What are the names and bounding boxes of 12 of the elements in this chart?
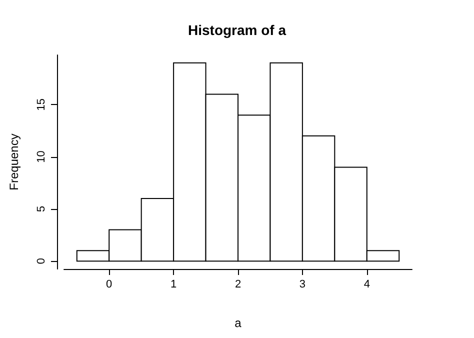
x-tick-label: 2 — [234, 278, 242, 290]
x-tick-label: 1 — [170, 278, 177, 290]
x-tick-label: 0 — [106, 278, 112, 290]
chart-title: Histogram of a — [188, 22, 286, 38]
y-tick-label: 10 — [36, 150, 48, 163]
y-axis-title: Frequency — [7, 134, 21, 190]
y-tick-label: 5 — [36, 206, 48, 212]
x-axis-title: a — [234, 316, 242, 330]
y-tick-label: 0 — [36, 258, 48, 264]
y-tick-label: 15 — [36, 98, 48, 111]
x-tick-label: 4 — [364, 278, 370, 290]
x-tick-label: 3 — [299, 278, 306, 290]
